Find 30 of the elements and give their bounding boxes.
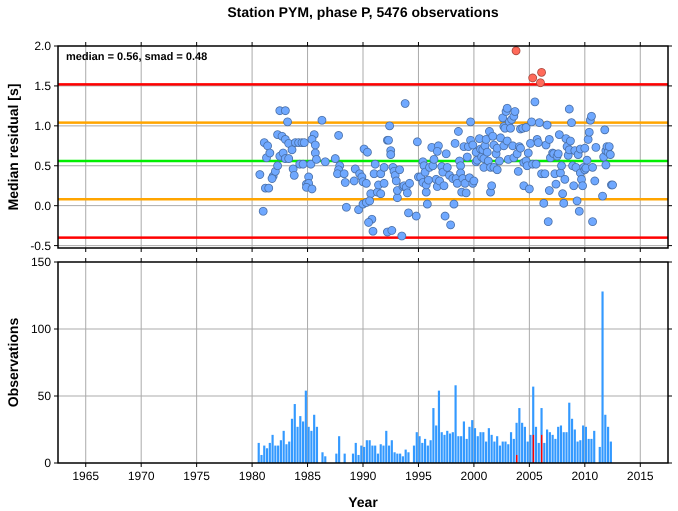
point: [537, 68, 546, 77]
y-tick-label: 0: [44, 456, 52, 470]
y-axis-title: Median residual [s]: [5, 84, 21, 210]
x-tick-label: 1995: [405, 469, 432, 483]
point: [528, 74, 538, 82]
y-tick-label: 1.0: [34, 119, 52, 134]
x-tick-label: 2010: [571, 469, 598, 483]
annotation: median = 0.56, smad = 0.48: [66, 51, 208, 63]
x-tick-label: 2005: [516, 469, 544, 483]
y-tick-label: 100: [30, 322, 52, 336]
y-tick-label: 1.5: [34, 79, 52, 94]
y-tick-label: 150: [30, 255, 52, 270]
x-tick-label: 2000: [460, 469, 488, 483]
x-tick-label: 1965: [72, 469, 100, 483]
point: [536, 78, 545, 88]
chart-title: Station PYM, phase P, 5476 observations: [227, 4, 499, 20]
y-tick-label: 0.0: [34, 198, 52, 213]
x-tick-label: 2015: [626, 469, 654, 483]
x-tick-label: 1975: [183, 469, 210, 483]
x-tick-label: 1980: [238, 469, 266, 483]
x-tick-label: 1990: [350, 469, 377, 483]
point: [512, 46, 520, 56]
x-axis-title: Year: [348, 494, 378, 510]
y-axis-title: Observations: [5, 318, 21, 408]
y-tick-label: 2.0: [34, 39, 52, 54]
x-tick-label: 1970: [128, 469, 155, 483]
y-tick-label: 0.5: [34, 158, 52, 173]
y-tick-label: -0.5: [30, 238, 52, 253]
y-tick-label: 50: [38, 389, 52, 404]
x-tick-label: 1985: [294, 469, 322, 483]
